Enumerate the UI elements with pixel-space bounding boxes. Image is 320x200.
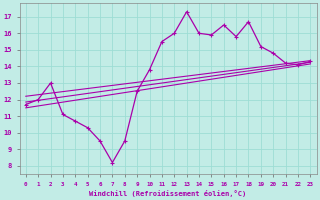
X-axis label: Windchill (Refroidissement éolien,°C): Windchill (Refroidissement éolien,°C) (90, 190, 247, 197)
